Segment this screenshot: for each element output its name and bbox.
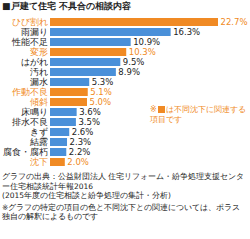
svg-text:腐食・腐朽: 腐食・腐朽 [3,147,48,157]
svg-text:雨漏り: 雨漏り [21,27,48,37]
html-text:は不同沈下に関連する項目です: は不同沈下に関連する項目です [150,105,246,124]
svg-text:9.5%: 9.5% [123,57,145,67]
html-text:※グラフの特定の項目の色と不同沈下との関連については、ポラス: ※グラフの特定の項目の色と不同沈下との関連については、ポラス独自の解釈によるもの… [2,202,241,221]
html-text:(2015年度の住宅相談と紛争処理の集計・分析): (2015年度の住宅相談と紛争処理の集計・分析) [2,191,171,200]
svg-text:漏水: 漏水 [30,77,48,87]
svg-text:汚れ: 汚れ [30,67,48,77]
svg-text:5.3%: 5.3% [92,77,114,87]
svg-text:床鳴り: 床鳴り [21,107,48,117]
svg-text:8.9%: 8.9% [118,67,140,77]
svg-text:変形: 変形 [30,47,48,57]
svg-text:5.1%: 5.1% [90,87,112,97]
svg-text:きず: きず [30,127,48,137]
svg-text:ひび割れ: ひび割れ [12,17,48,27]
svg-text:2.6%: 2.6% [72,127,94,137]
svg-text:2.3%: 2.3% [70,137,92,147]
svg-text:10.3%: 10.3% [129,47,156,57]
svg-text:22.7%: 22.7% [221,17,248,27]
svg-text:性能不足: 性能不足 [11,37,48,47]
svg-text:10.9%: 10.9% [133,37,160,47]
html-text:グラフの出典：公益財団法人 住宅リフォーム・紛争処理支援セン: グラフの出典：公益財団法人 住宅リフォーム・紛争処理支援センター住宅相談統計年報… [2,172,245,191]
svg-text:2.2%: 2.2% [69,147,91,157]
svg-text:傾斜: 傾斜 [30,97,48,107]
svg-text:3.5%: 3.5% [78,117,100,127]
svg-text:16.3%: 16.3% [173,27,200,37]
svg-text:5.0%: 5.0% [90,97,112,107]
html-text:■戸建て住宅 不具合の相談内容: ■戸建て住宅 不具合の相談内容 [2,1,131,11]
svg-text:3.6%: 3.6% [79,107,101,117]
svg-text:作動不良: 作動不良 [11,87,48,97]
svg-text:はがれ: はがれ [21,57,48,67]
svg-text:沈下: 沈下 [30,157,48,167]
svg-text:2.0%: 2.0% [67,157,89,167]
svg-text:結露: 結露 [29,137,48,147]
svg-text:排水不良: 排水不良 [12,117,48,127]
